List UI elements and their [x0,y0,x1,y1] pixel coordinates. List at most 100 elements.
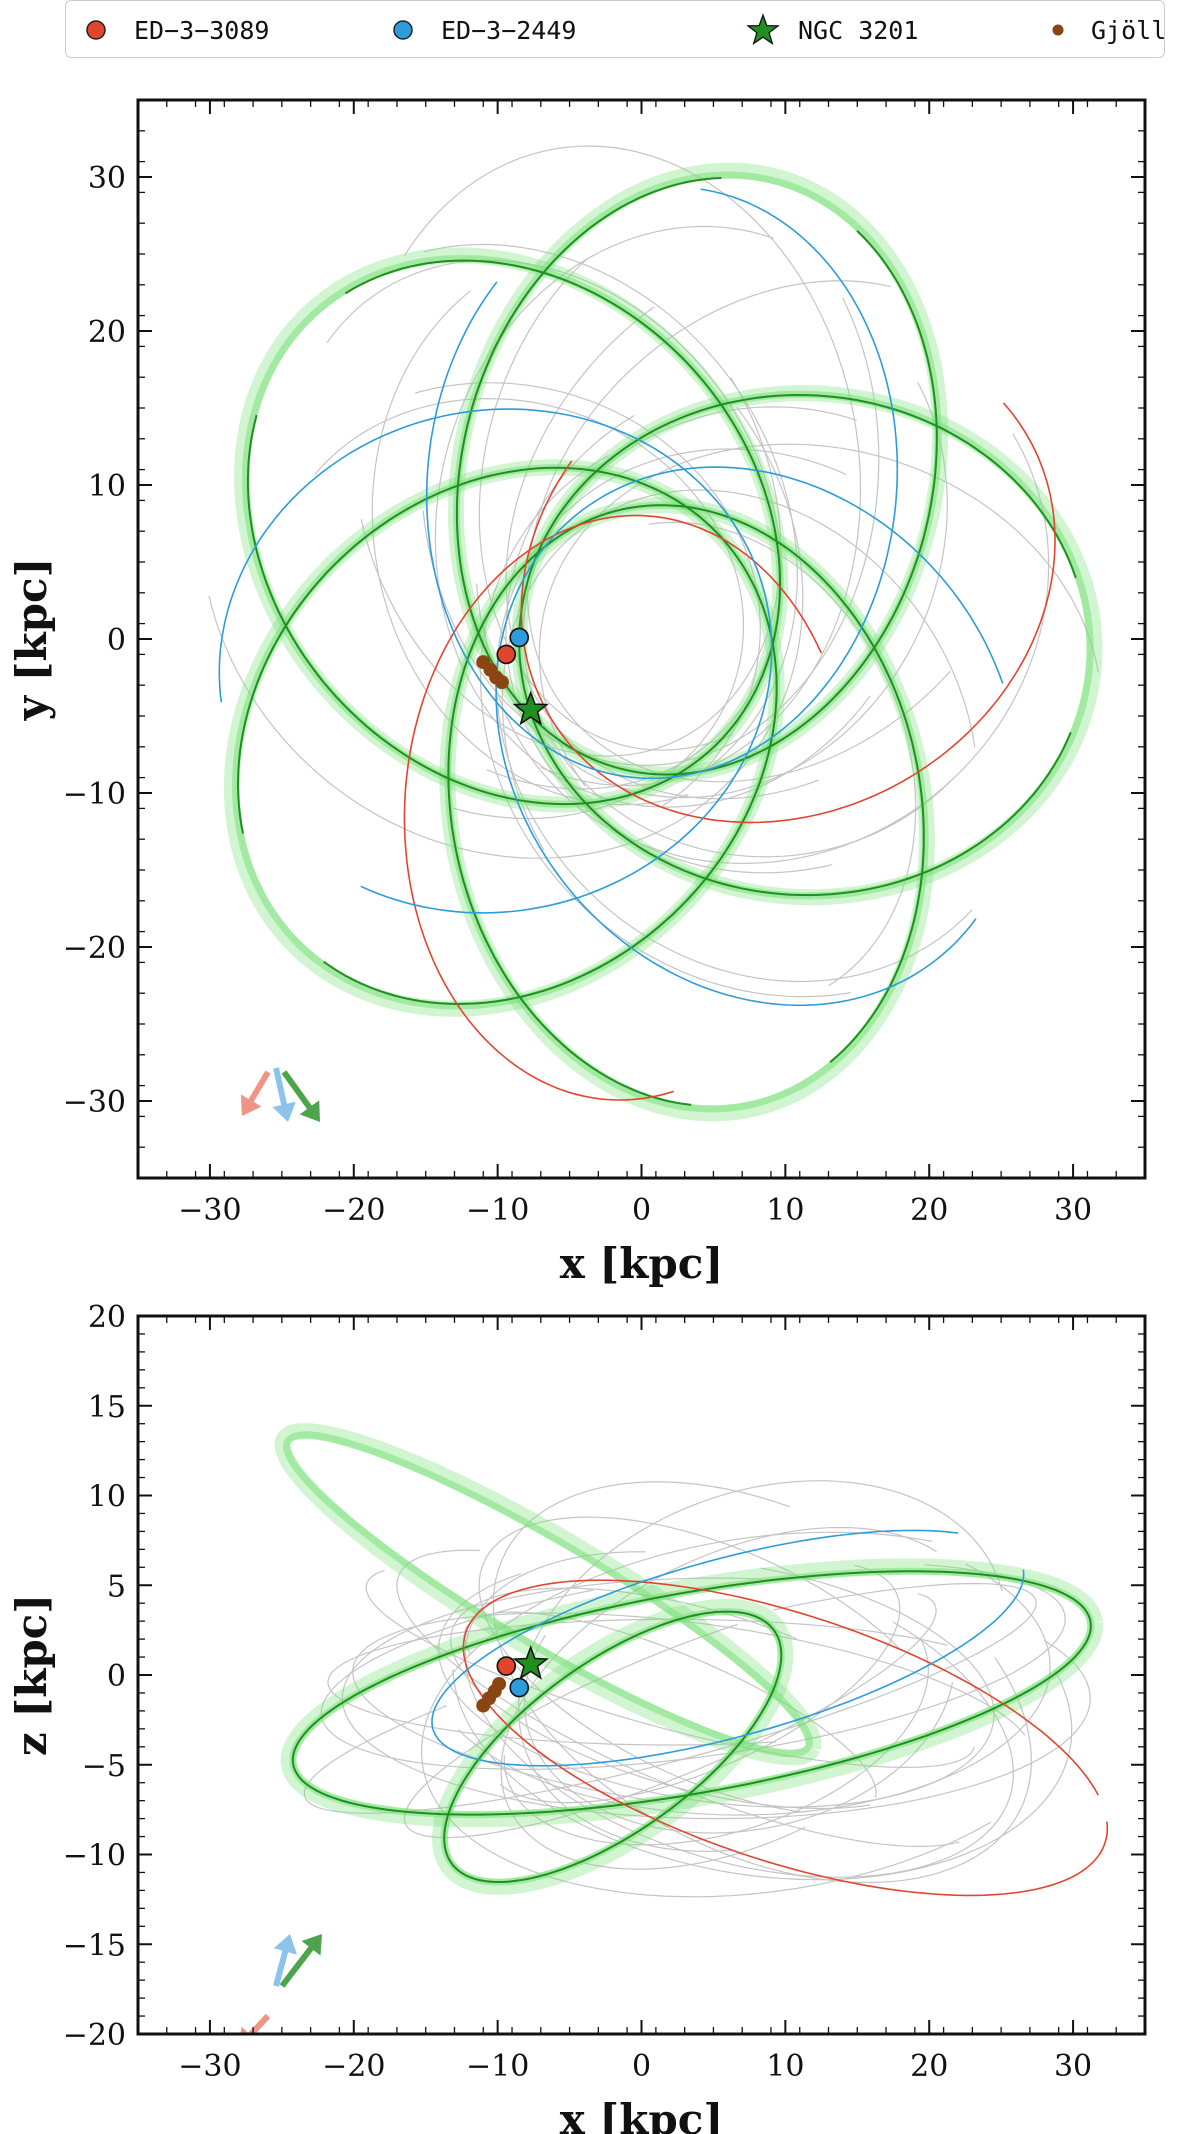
plot-area [208,145,1103,1122]
sample-orbit-line [352,1612,1026,1804]
sample-orbit-line [365,1569,975,1769]
legend-item-ed-3-3089: ED−3−3089 [84,1,269,59]
x-tick-label: −20 [322,2049,385,2084]
stream-band [223,162,1103,1122]
sample-orbits [208,145,1099,998]
x-tick-label: 30 [1054,2049,1092,2084]
sample-orbit-line [501,489,976,851]
ngc-3201-orbit [236,177,1077,1106]
stream-track [432,1598,794,1895]
y-tick-label: 10 [88,469,126,504]
orbit-line [218,408,773,914]
orbit-line [291,1570,1092,1816]
x-tick-label: −20 [322,1193,385,1228]
x-tick-label: 0 [632,2049,651,2084]
ed-3-2449-orbit [431,1529,1025,1767]
legend: ED−3−3089 ED−3−2449 NGC 3201 Gjöll [65,0,1166,59]
ed-3-2449-velocity-arrow [273,1934,297,1987]
ngc-3201-velocity-arrow [281,1070,320,1122]
sample-orbit-line [320,1564,1066,1770]
sample-orbit-line [499,1564,901,1804]
y-tick-label: 0 [107,1659,126,1694]
sample-orbit-line [371,290,689,806]
legend-label: ED−3−2449 [441,15,577,45]
star-icon [746,13,780,46]
y-tick-label: 20 [88,1300,126,1335]
x-tick-label: 30 [1054,1193,1092,1228]
ngc-3201-velocity-arrow [279,1934,322,1988]
sample-orbit-line [495,448,973,983]
orbit-line [447,504,925,1106]
sample-orbits [303,1480,1091,1898]
sample-orbit-line [327,1618,948,1746]
sample-orbit-line [434,225,871,808]
y-tick-label: 20 [88,315,126,350]
stream-track [232,464,781,1010]
sample-orbit-line [437,1567,995,1808]
legend-label: NGC 3201 [798,15,919,45]
sample-orbit-line [422,297,880,767]
sample-orbit-line [341,1577,1091,1820]
legend-item-gjoll: Gjöll [1051,1,1166,59]
ed-3-2449-marker [509,1677,530,1698]
y-tick-label: 10 [88,1480,126,1515]
legend-item-ed-3-2449: ED−3−2449 [391,1,576,59]
y-axis-title: y [kpc] [7,558,56,722]
y-tick-label: −20 [63,931,126,966]
sample-orbit-line [523,1635,954,1834]
y-tick-label: −10 [63,1839,126,1874]
sample-orbit-line [538,443,1099,787]
ed-3-3089-marker [496,1656,517,1676]
orbit-line [236,466,778,1006]
orbit-line [455,177,938,776]
x-tick-label: 10 [766,1193,804,1228]
sample-orbit-line [505,414,833,874]
x-tick-label: 10 [766,2049,804,2084]
xz-panel: −30 −20 −10 0 10 20 30 −20 −15 −10 −5 0 5 10 15 20 x [kp… [7,1300,1147,2134]
sample-orbit-line [457,1563,1051,1816]
stream-track [274,1423,822,1766]
x-axis-title: x [kpc] [560,2095,723,2134]
orbit-line [403,514,823,1101]
x-tick-label: −30 [178,2049,241,2084]
x-tick-label: −10 [466,1193,529,1228]
sample-orbit-line [478,1516,900,1813]
x-tick-label: 20 [910,2049,948,2084]
y-tick-label: −10 [63,777,126,812]
ed-3-2449-orbit [218,188,1004,1007]
ngc-3201-orbit [291,1570,1092,1884]
stream-track [242,254,784,808]
y-tick-label: 15 [88,1390,126,1425]
gjoll-point [492,1676,507,1691]
y-tick-label: 30 [88,161,126,196]
ed-3-3089-velocity-arrow [240,2013,271,2034]
sample-orbit-line [518,1480,1003,1852]
ed-3-3089-marker [496,644,517,665]
ed-3-2449-velocity-arrow [272,1067,296,1122]
plot-frame [136,1314,1147,2036]
ngc-3201-marker [512,1645,549,1680]
orbit-line [425,188,899,780]
xy-panel: −30 −20 −10 0 10 20 30 −30 −20 −10 0 10 20 30 x [kpc] y… [7,98,1147,1288]
sample-orbit-line [648,521,917,987]
ed-3-3089-orbit [462,1579,1109,1897]
y-tick-label: 5 [107,1569,126,1604]
ngc-3201-marker [512,690,549,726]
sample-orbit-line [450,1587,871,1810]
orbit-line [495,466,1004,1007]
sample-orbit-line [420,1531,992,1898]
x-tick-label: 0 [632,1193,651,1228]
brown-dot-icon [1052,24,1064,36]
y-tick-label: 0 [107,623,126,658]
ed-3-2449-marker [509,627,530,648]
x-tick-label: −10 [466,2049,529,2084]
sample-orbit-line [360,377,782,757]
legend-label: Gjöll [1091,15,1167,45]
blue-circle-icon [393,20,413,40]
gjoll-point [494,675,509,690]
x-tick-label: 20 [910,1193,948,1228]
sample-orbit-line [484,433,1050,865]
legend-item-ngc-3201: NGC 3201 [746,1,918,59]
ed-3-3089-velocity-arrow [240,1070,271,1116]
y-tick-label: −5 [82,1749,126,1784]
